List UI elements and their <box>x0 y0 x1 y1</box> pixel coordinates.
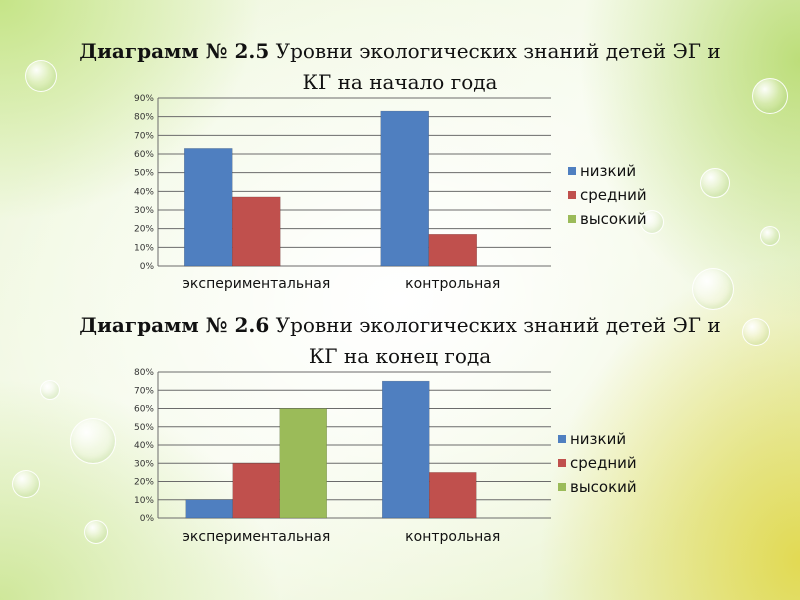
bubble-decoration <box>692 268 734 310</box>
bar-средний <box>232 196 281 267</box>
bubble-decoration <box>742 318 770 346</box>
bar-высокий <box>279 408 327 519</box>
y-tick-label: 40% <box>134 441 154 451</box>
y-tick-label: 10% <box>134 243 154 253</box>
legend-swatch <box>568 167 576 175</box>
bubble-decoration <box>760 226 780 246</box>
y-tick-label: 90% <box>134 94 154 104</box>
y-tick-label: 70% <box>134 131 154 141</box>
y-tick-label: 70% <box>134 386 154 396</box>
bar-средний <box>428 234 477 267</box>
bubble-decoration <box>84 520 108 544</box>
bar-низкий <box>184 148 233 267</box>
chart-number: Диаграмм № 2.6 <box>79 313 270 337</box>
legend-label: низкий <box>570 430 626 448</box>
chart-title-line2: КГ на конец года <box>308 344 492 368</box>
y-tick-label: 10% <box>134 496 154 506</box>
y-tick-label: 30% <box>134 206 154 216</box>
y-tick-label: 60% <box>134 405 154 415</box>
chart-title-line1: Уровни экологических знаний детей ЭГ и <box>275 39 721 63</box>
chart-title-start: Диаграмм № 2.5 Уровни экологических знан… <box>40 36 760 98</box>
bar-низкий <box>185 499 233 519</box>
y-tick-label: 40% <box>134 187 154 197</box>
y-tick-label: 20% <box>134 478 154 488</box>
y-tick-label: 20% <box>134 225 154 235</box>
y-tick-label: 0% <box>140 514 155 524</box>
chart-title-end: Диаграмм № 2.6 Уровни экологических знан… <box>40 310 760 372</box>
legend-swatch <box>558 435 566 443</box>
legend-label: низкий <box>580 162 636 180</box>
y-tick-label: 80% <box>134 368 154 378</box>
bubble-decoration <box>640 210 664 234</box>
legend-label: высокий <box>580 210 647 228</box>
bubble-decoration <box>40 380 60 400</box>
category-label: экспериментальная <box>182 276 330 292</box>
y-tick-label: 30% <box>134 459 154 469</box>
y-tick-label: 0% <box>140 262 155 272</box>
y-tick-label: 80% <box>134 113 154 123</box>
y-tick-label: 50% <box>134 423 154 433</box>
category-label: экспериментальная <box>182 529 330 545</box>
chart-title-line1: Уровни экологических знаний детей ЭГ и <box>275 313 721 337</box>
legend-label: средний <box>570 454 637 472</box>
legend-swatch <box>568 191 576 199</box>
bar-низкий <box>380 110 429 267</box>
chart-title-line2: КГ на начало года <box>302 70 498 94</box>
bar-низкий <box>382 380 430 519</box>
bubble-decoration <box>700 168 730 198</box>
y-tick-label: 50% <box>134 169 154 179</box>
chart-number: Диаграмм № 2.5 <box>79 39 270 63</box>
bubble-decoration <box>25 60 57 92</box>
y-tick-label: 60% <box>134 150 154 160</box>
legend-swatch <box>568 215 576 223</box>
legend-swatch <box>558 483 566 491</box>
category-label: контрольная <box>405 529 500 545</box>
bubble-decoration <box>70 418 116 464</box>
category-label: контрольная <box>405 276 500 292</box>
bubble-decoration <box>12 470 40 498</box>
bar-средний <box>232 463 280 519</box>
bar-средний <box>429 472 477 519</box>
legend-label: высокий <box>570 478 637 496</box>
bubble-decoration <box>752 78 788 114</box>
legend-swatch <box>558 459 566 467</box>
legend-label: средний <box>580 186 647 204</box>
